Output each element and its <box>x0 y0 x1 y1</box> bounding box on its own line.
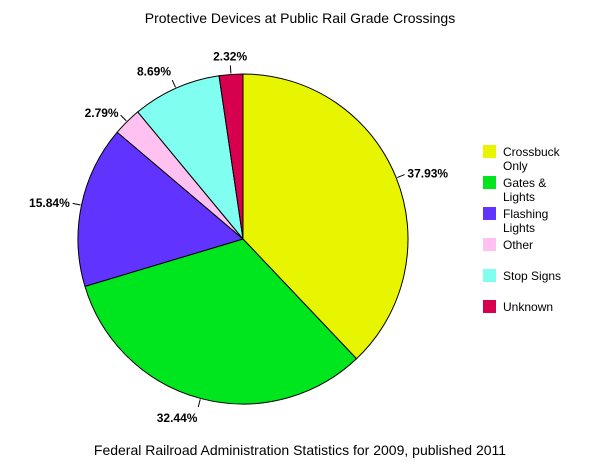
pie-slice-unknown <box>218 73 244 240</box>
data-label-flashing-lights: 15.84% <box>29 196 70 210</box>
legend-item-stop-signs: Stop Signs <box>483 269 561 283</box>
legend-item-crossbuck-only: Crossbuck Only <box>483 145 561 173</box>
leader-line-gates-lights <box>197 399 201 408</box>
legend: Crossbuck Only Gates & Lights Flashing Lights… <box>483 145 561 314</box>
legend-item-flashing-lights: Flashing Lights <box>483 207 548 235</box>
legend-swatch-crossbuck-only <box>483 145 496 158</box>
legend-item-other: Other <box>483 238 533 252</box>
pie-slice-stop-signs <box>137 75 244 241</box>
legend-item-unknown: Unknown <box>483 300 553 314</box>
legend-swatch-unknown <box>483 300 496 313</box>
legend-label-other: Other <box>503 238 533 252</box>
data-label-crossbuck-only: 37.93% <box>407 166 448 180</box>
data-label-other: 2.79% <box>85 106 119 120</box>
data-label-unknown: 2.32% <box>213 49 247 63</box>
legend-label-gates-lights: Gates & Lights <box>503 176 546 204</box>
leader-line-other <box>120 114 127 122</box>
legend-label-unknown: Unknown <box>503 300 553 314</box>
pie-slice-crossbuck-only <box>242 73 409 360</box>
leader-line-crossbuck-only <box>397 174 405 178</box>
legend-label-stop-signs: Stop Signs <box>503 269 561 283</box>
leader-line-stop-signs <box>171 79 176 88</box>
legend-swatch-stop-signs <box>483 269 496 282</box>
data-label-gates-lights: 32.44% <box>157 411 198 425</box>
data-label-stop-signs: 8.69% <box>137 64 171 78</box>
legend-label-flashing-lights: Flashing Lights <box>503 207 548 235</box>
legend-swatch-flashing-lights <box>483 207 496 220</box>
chart-title: Protective Devices at Public Rail Grade … <box>144 10 456 26</box>
leader-line-unknown <box>229 65 232 74</box>
leader-line-flashing-lights <box>72 202 81 206</box>
legend-label-crossbuck-only: Crossbuck Only <box>503 145 561 173</box>
chart-caption: Federal Railroad Administration Statisti… <box>93 442 507 458</box>
pie-slice-flashing-lights <box>77 131 245 288</box>
legend-item-gates-lights: Gates & Lights <box>483 176 546 204</box>
pie-slice-gates-lights <box>84 238 358 405</box>
legend-swatch-gates-lights <box>483 176 496 189</box>
legend-swatch-other <box>483 238 496 251</box>
